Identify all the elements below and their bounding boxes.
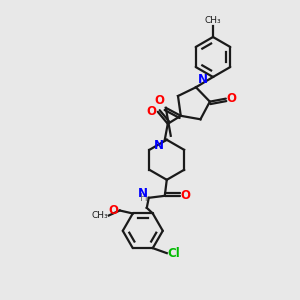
Text: N: N [138,187,148,200]
Text: H: H [140,193,148,203]
Text: CH₃: CH₃ [91,211,108,220]
Text: N: N [198,73,208,86]
Text: N: N [154,139,164,152]
Text: O: O [227,92,237,105]
Text: O: O [181,189,191,202]
Text: Cl: Cl [168,247,181,260]
Text: O: O [109,204,119,217]
Text: O: O [155,94,165,107]
Text: O: O [147,105,157,118]
Text: CH₃: CH₃ [205,16,221,25]
